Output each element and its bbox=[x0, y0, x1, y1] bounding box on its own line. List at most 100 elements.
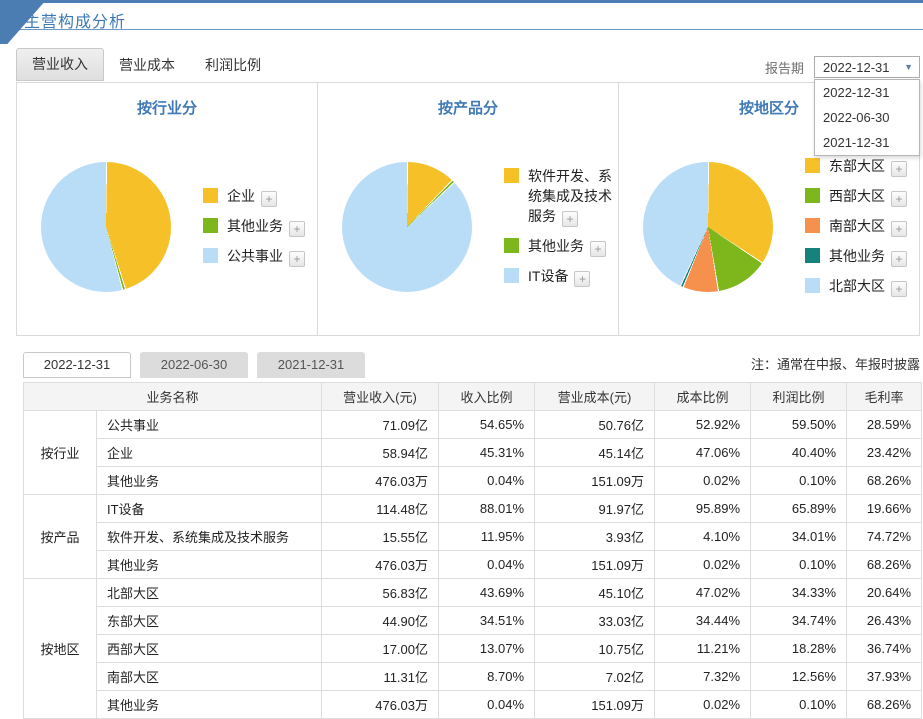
group-label-by-product: 按产品 bbox=[23, 494, 97, 579]
cell-revenue: 476.03万 bbox=[321, 550, 440, 579]
legend-item: 北部大区 + bbox=[805, 276, 907, 297]
cell-cost: 151.09万 bbox=[534, 466, 656, 495]
cell-revenue: 17.00亿 bbox=[321, 634, 440, 663]
chart-by-product: 按产品分 软件开发、系统集成及技术服务 + 其他业务 + IT设备 + bbox=[318, 83, 619, 335]
col-header-revenue-pct: 收入比例 bbox=[438, 382, 536, 411]
cell-name: 其他业务 bbox=[95, 690, 323, 719]
legend-label: 其他业务 + bbox=[829, 246, 907, 267]
legend-label: 东部大区 + bbox=[829, 156, 907, 177]
chevron-down-icon[interactable]: ▼ bbox=[904, 61, 913, 72]
legend-item: 企业 + bbox=[203, 186, 305, 207]
cell-cost: 7.02亿 bbox=[534, 662, 656, 691]
expand-plus-button[interactable]: + bbox=[562, 211, 578, 227]
report-period-dropdown: 2022-12-31 2022-06-30 2021-12-31 bbox=[814, 79, 920, 156]
dropdown-option-2[interactable]: 2022-06-30 bbox=[823, 110, 890, 125]
cell-cost-pct: 0.02% bbox=[654, 550, 752, 579]
chart-body: 东部大区 + 西部大区 + 南部大区 + 其他业务 + 北部大区 + bbox=[619, 118, 919, 335]
cell-gross-margin: 36.74% bbox=[846, 634, 923, 663]
legend-item: 公共事业 + bbox=[203, 246, 305, 267]
cell-profit-pct: 34.01% bbox=[750, 522, 848, 551]
legend-label: 北部大区 + bbox=[829, 276, 907, 297]
cell-profit-pct: 12.56% bbox=[750, 662, 848, 691]
cell-gross-margin: 26.43% bbox=[846, 606, 923, 635]
date-tab-2022-12-31[interactable]: 2022-12-31 bbox=[23, 352, 131, 378]
cell-cost-pct: 47.06% bbox=[654, 438, 752, 467]
pie-chart-by-region[interactable] bbox=[643, 161, 773, 292]
cell-profit-pct: 18.28% bbox=[750, 634, 848, 663]
cell-profit-pct: 65.89% bbox=[750, 494, 848, 523]
report-period-label: 报告期 bbox=[764, 60, 804, 76]
cell-revenue: 114.48亿 bbox=[321, 494, 440, 523]
table-row: 按地区 北部大区 56.83亿 43.69% 45.10亿 47.02% 34.… bbox=[23, 578, 923, 719]
cell-revenue: 58.94亿 bbox=[321, 438, 440, 467]
cell-gross-margin: 68.26% bbox=[846, 690, 923, 719]
date-tab-2022-06-30[interactable]: 2022-06-30 bbox=[140, 352, 248, 378]
cell-name: 公共事业 bbox=[95, 410, 323, 439]
charts-panel: 按行业分 企业 + 其他业务 + 公共事业 + 按产品分 bbox=[16, 82, 920, 336]
tab-operating-revenue[interactable]: 营业收入 bbox=[16, 48, 104, 81]
table-header-row: 业务名称 营业收入(元) 收入比例 营业成本(元) 成本比例 利润比例 毛利率 bbox=[22, 382, 923, 411]
tab-operating-cost[interactable]: 营业成本 bbox=[119, 57, 175, 73]
table-row: 东部大区 44.90亿 34.51% 33.03亿 34.44% 34.74% … bbox=[24, 606, 923, 635]
cell-name: 南部大区 bbox=[95, 662, 323, 691]
cell-cost-pct: 95.89% bbox=[654, 494, 752, 523]
cell-revenue-pct: 34.51% bbox=[438, 606, 536, 635]
cell-gross-margin: 28.59% bbox=[846, 410, 923, 439]
expand-plus-button[interactable]: + bbox=[891, 191, 907, 207]
table-row: 按产品 IT设备 114.48亿 88.01% 91.97亿 95.89% 65… bbox=[23, 494, 923, 579]
legend-swatch bbox=[504, 168, 519, 183]
expand-plus-button[interactable]: + bbox=[891, 161, 907, 177]
pie-chart-by-industry[interactable] bbox=[41, 161, 171, 292]
cell-revenue-pct: 11.95% bbox=[438, 522, 536, 551]
group-label-by-region: 按地区 bbox=[23, 578, 97, 719]
cell-gross-margin: 20.64% bbox=[846, 578, 923, 607]
chart-title: 按产品分 bbox=[437, 100, 498, 117]
cell-name: 其他业务 bbox=[95, 466, 323, 495]
cell-cost-pct: 11.21% bbox=[654, 634, 752, 663]
toolbar: 营业收入 营业成本 利润比例 报告期 2022-12-31 ▼ 2022-12-… bbox=[16, 48, 920, 156]
legend-label: 其他业务 + bbox=[528, 236, 606, 257]
tab-profit-ratio[interactable]: 利润比例 bbox=[205, 57, 261, 73]
cell-revenue: 476.03万 bbox=[321, 690, 440, 719]
pie-chart-by-product[interactable] bbox=[342, 161, 472, 292]
cell-cost-pct: 34.44% bbox=[654, 606, 752, 635]
chart-title: 按地区分 bbox=[738, 100, 799, 117]
cell-name: 西部大区 bbox=[95, 634, 323, 663]
dropdown-option-1[interactable]: 2022-12-31 bbox=[823, 85, 890, 100]
expand-plus-button[interactable]: + bbox=[261, 191, 277, 207]
legend-label: 其他业务 + bbox=[227, 216, 305, 237]
legend: 软件开发、系统集成及技术服务 + 其他业务 + IT设备 + bbox=[504, 166, 618, 287]
group-label-by-industry: 按行业 bbox=[23, 410, 97, 495]
legend-label: 南部大区 + bbox=[829, 216, 907, 237]
table-row: 西部大区 17.00亿 13.07% 10.75亿 11.21% 18.28% … bbox=[24, 634, 923, 663]
cell-profit-pct: 34.33% bbox=[750, 578, 848, 607]
legend-swatch bbox=[805, 278, 820, 293]
cell-gross-margin: 19.66% bbox=[846, 494, 923, 523]
legend-swatch bbox=[504, 238, 519, 253]
chart-title: 按行业分 bbox=[136, 100, 197, 117]
col-header-gross-margin: 毛利率 bbox=[846, 382, 923, 411]
expand-plus-button[interactable]: + bbox=[289, 221, 305, 237]
cell-cost: 45.14亿 bbox=[534, 438, 656, 467]
legend-swatch bbox=[203, 218, 218, 233]
expand-plus-button[interactable]: + bbox=[289, 251, 305, 267]
legend-label: 企业 + bbox=[227, 186, 277, 207]
cell-gross-margin: 68.26% bbox=[846, 466, 923, 495]
expand-plus-button[interactable]: + bbox=[574, 271, 591, 287]
cell-gross-margin: 23.42% bbox=[846, 438, 923, 467]
report-period-select[interactable]: 2022-12-31 ▼ bbox=[814, 56, 920, 78]
expand-plus-button[interactable]: + bbox=[891, 251, 907, 267]
col-header-business-name: 业务名称 bbox=[22, 382, 323, 411]
expand-plus-button[interactable]: + bbox=[891, 221, 907, 237]
legend: 东部大区 + 西部大区 + 南部大区 + 其他业务 + 北部大区 + bbox=[805, 156, 907, 297]
expand-plus-button[interactable]: + bbox=[891, 281, 907, 297]
table-row: 企业 58.94亿 45.31% 45.14亿 47.06% 40.40% 23… bbox=[24, 438, 923, 467]
cell-cost: 3.93亿 bbox=[534, 522, 656, 551]
cell-cost-pct: 0.02% bbox=[654, 690, 752, 719]
dropdown-option-3[interactable]: 2021-12-31 bbox=[823, 135, 890, 150]
expand-plus-button[interactable]: + bbox=[590, 241, 606, 257]
date-tab-2021-12-31[interactable]: 2021-12-31 bbox=[257, 352, 365, 378]
table-row: 按行业 公共事业 71.09亿 54.65% 50.76亿 52.92% 59.… bbox=[23, 410, 923, 495]
table-row: 其他业务 476.03万 0.04% 151.09万 0.02% 0.10% 6… bbox=[24, 466, 923, 495]
cell-revenue: 11.31亿 bbox=[321, 662, 440, 691]
